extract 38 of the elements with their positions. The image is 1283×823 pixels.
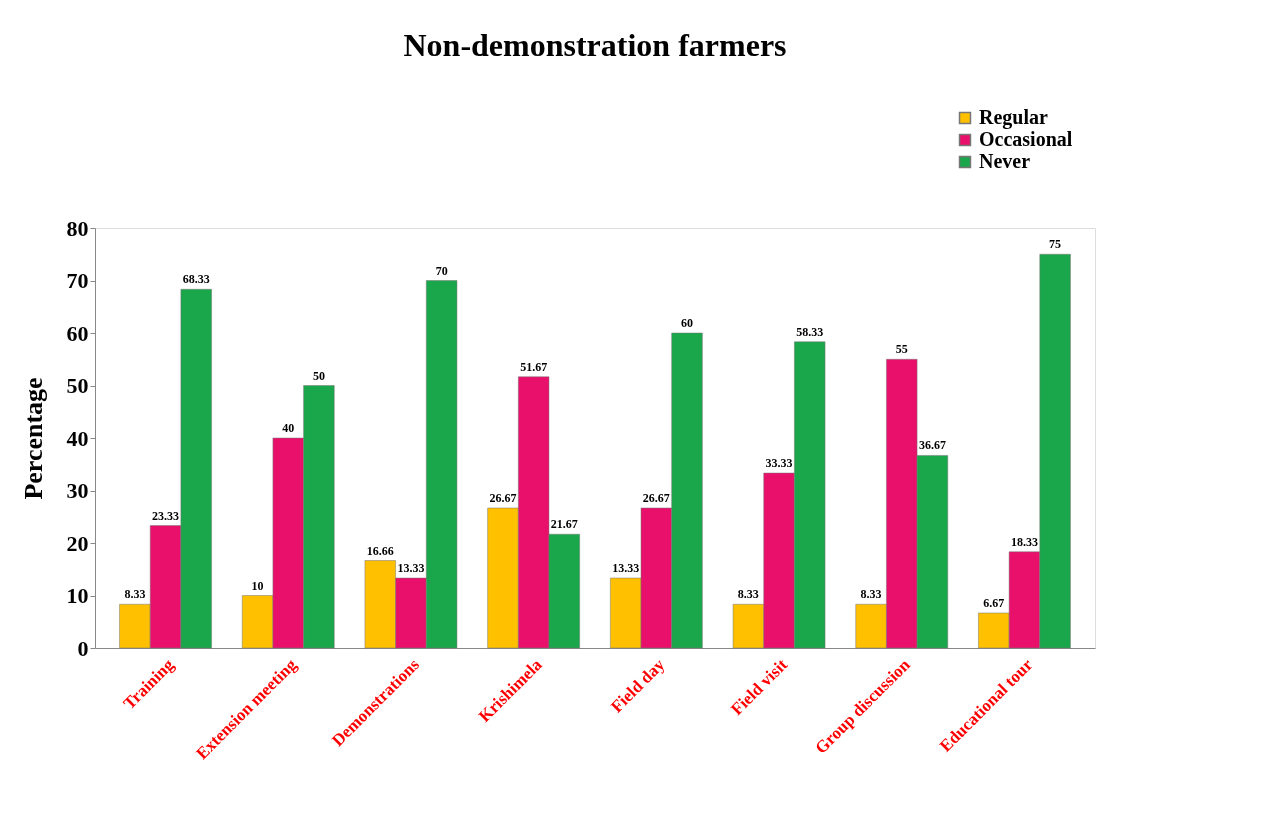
data-label: 36.67	[918, 438, 946, 453]
y-tick-label: 20	[66, 530, 89, 556]
y-tick-label: 50	[66, 373, 89, 398]
y-tick-label: 70	[66, 268, 89, 293]
data-label: 75	[1049, 237, 1062, 252]
data-label: 8.33	[124, 587, 146, 602]
legend-label: Never	[979, 150, 1031, 172]
data-label: 10	[251, 578, 264, 593]
data-label: 33.33	[765, 456, 793, 471]
data-label: 51.67	[520, 359, 548, 374]
y-tick-label: 0	[77, 635, 89, 661]
data-label: 8.33	[860, 587, 882, 602]
data-label: 23.33	[152, 508, 180, 523]
data-label: 21.67	[550, 517, 578, 532]
data-label: 6.67	[983, 595, 1005, 610]
data-label: 40	[282, 421, 295, 435]
y-tick-label: 30	[66, 478, 89, 503]
y-tick-label: 80	[66, 215, 89, 241]
data-label: 18.33	[1010, 534, 1038, 549]
data-label: 58.33	[796, 324, 824, 339]
data-label: 26.67	[642, 490, 670, 505]
y-tick-label: 60	[66, 320, 89, 346]
legend-label: Occasional	[979, 128, 1073, 150]
data-label: 68.33	[182, 272, 210, 287]
data-label: 60	[681, 316, 694, 330]
data-label: 13.33	[612, 561, 640, 576]
y-tick-label: 10	[66, 583, 89, 608]
data-label: 16.66	[366, 543, 394, 558]
chart-title: Non-demonstration farmers	[403, 27, 787, 63]
data-label: 50	[312, 368, 325, 383]
y-axis-title: Percentage	[18, 377, 48, 500]
data-label: 70	[435, 263, 448, 278]
legend-label: Regular	[979, 106, 1048, 129]
data-label: 55	[895, 342, 908, 357]
data-label: 26.67	[489, 490, 517, 505]
y-tick-label: 40	[66, 425, 89, 451]
data-label: 13.33	[397, 561, 425, 576]
data-label: 8.33	[737, 587, 759, 602]
